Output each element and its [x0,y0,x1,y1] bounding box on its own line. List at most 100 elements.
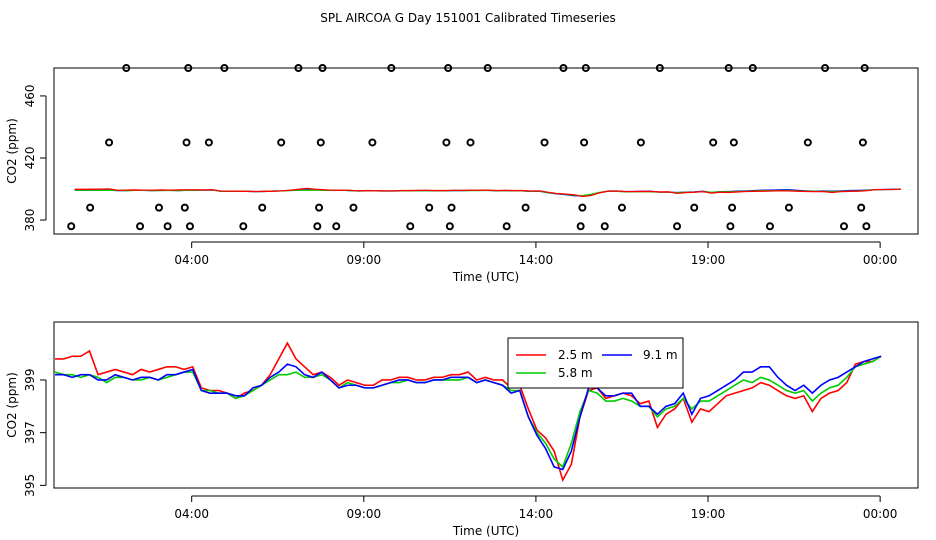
marker-point [803,138,812,147]
marker-point [729,138,738,147]
marker-point [442,138,451,147]
marker-point [447,203,456,212]
marker-point [316,138,325,147]
marker-point [862,222,871,231]
bottom-y-label: CO2 (ppm) [5,372,19,438]
marker-point [724,64,733,72]
marker-point [860,64,869,72]
marker-point [294,64,303,72]
marker-point [839,222,848,231]
marker-point [204,138,213,147]
marker-point [180,203,189,212]
top-panel: 04:00 09:00 14:00 19:00 00:00 380 420 460 Time… [5,64,919,284]
marker-point [185,222,194,231]
legend: 2.5 m 9.1 m 5.8 m [507,337,684,389]
legend-label-5-8m: 5.8 m [558,366,593,380]
marker-point [67,222,76,231]
legend-label-2-5m: 2.5 m [558,348,593,362]
marker-point [387,64,396,72]
marker-point [502,222,511,231]
legend-label-9-1m: 9.1 m [643,348,678,362]
marker-point [122,64,131,72]
marker-point [184,64,193,72]
marker-point [748,64,757,72]
top-marker-points [67,64,871,231]
x-tick-label: 19:00 [691,507,726,521]
marker-point [315,203,324,212]
top-y-label: CO2 (ppm) [5,118,19,184]
marker-point [466,138,475,147]
marker-point [581,64,590,72]
top-x-axis: 04:00 09:00 14:00 19:00 00:00 [174,241,898,267]
marker-point [105,138,114,147]
top-series-line [74,187,901,198]
marker-point [445,222,454,231]
marker-point [332,222,341,231]
marker-point [444,64,453,72]
top-series-lines [74,187,901,198]
marker-point [368,138,377,147]
marker-point [559,64,568,72]
marker-point [349,203,358,212]
y-tick-label: 380 [23,209,37,232]
top-y-axis: 380 420 460 [23,84,47,232]
marker-point [258,203,267,212]
marker-point [857,203,866,212]
x-tick-label: 00:00 [863,253,898,267]
marker-point [858,138,867,147]
marker-point [690,203,699,212]
marker-point [313,222,322,231]
x-tick-label: 04:00 [174,507,209,521]
x-tick-label: 09:00 [347,507,382,521]
legend-box [507,337,684,389]
marker-point [580,138,589,147]
marker-point [728,203,737,212]
y-tick-label: 460 [23,84,37,107]
y-tick-label: 395 [23,474,37,497]
marker-point [86,203,95,212]
x-tick-label: 14:00 [519,253,554,267]
top-x-label: Time (UTC) [452,270,519,284]
bottom-plot-frame [53,321,919,489]
marker-point [220,64,229,72]
marker-point [673,222,682,231]
marker-point [136,222,145,231]
marker-point [600,222,609,231]
marker-point [154,203,163,212]
marker-point [576,222,585,231]
marker-point [318,64,327,72]
bottom-x-label: Time (UTC) [452,524,519,538]
marker-point [784,203,793,212]
marker-point [655,64,664,72]
marker-point [540,138,549,147]
marker-point [821,64,830,72]
chart-title: SPL AIRCOA G Day 151001 Calibrated Times… [320,11,615,25]
marker-point [483,64,492,72]
x-tick-label: 14:00 [519,507,554,521]
marker-point [636,138,645,147]
marker-point [277,138,286,147]
bottom-y-axis: 395 397 399 [23,369,47,497]
y-tick-label: 420 [23,147,37,170]
x-tick-label: 19:00 [691,253,726,267]
x-tick-label: 04:00 [174,253,209,267]
y-tick-label: 399 [23,369,37,392]
bottom-panel: 04:00 09:00 14:00 19:00 00:00 395 397 399 Time… [5,321,919,538]
x-tick-label: 09:00 [347,253,382,267]
marker-point [765,222,774,231]
bottom-series-lines [54,341,882,483]
marker-point [239,222,248,231]
marker-point [709,138,718,147]
y-tick-label: 397 [23,421,37,444]
marker-point [617,203,626,212]
marker-point [578,203,587,212]
top-plot-frame [53,67,919,235]
marker-point [182,138,191,147]
bottom-x-axis: 04:00 09:00 14:00 19:00 00:00 [174,495,898,521]
marker-point [425,203,434,212]
x-tick-label: 00:00 [863,507,898,521]
series-line [55,355,882,471]
marker-point [163,222,172,231]
marker-point [521,203,530,212]
